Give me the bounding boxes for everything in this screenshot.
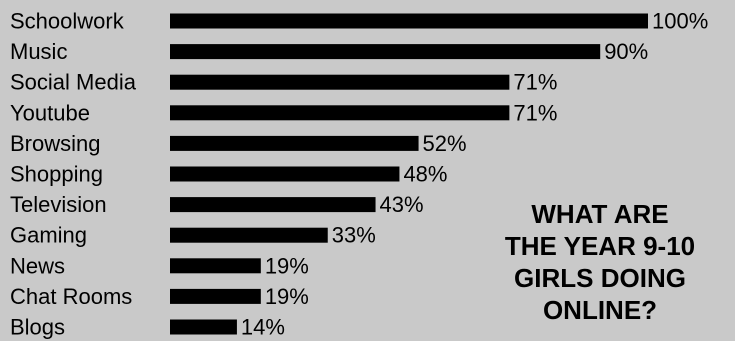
category-label: Blogs (10, 315, 65, 340)
value-label: 43% (380, 192, 424, 217)
bar (170, 197, 376, 213)
value-label: 19% (265, 253, 309, 278)
value-label: 19% (265, 284, 309, 309)
category-label: Chat Rooms (10, 284, 132, 309)
bar (170, 319, 237, 335)
bar (170, 135, 419, 151)
bar (170, 227, 328, 243)
category-label: Gaming (10, 223, 87, 248)
value-label: 14% (241, 315, 285, 340)
bar (170, 44, 601, 60)
chart-title-line: THE YEAR 9-10 (504, 231, 696, 261)
category-label: News (10, 253, 65, 278)
chart-title-line: WHAT ARE (531, 199, 669, 229)
category-label: Browsing (10, 131, 100, 156)
chart-title-line: ONLINE? (542, 295, 658, 325)
category-label: Shopping (10, 162, 103, 187)
category-label: Schoolwork (10, 9, 125, 34)
bar (170, 288, 261, 304)
value-label: 100% (652, 9, 708, 34)
category-label: Youtube (10, 100, 90, 125)
bar (170, 74, 510, 90)
category-label: Social Media (10, 70, 137, 95)
bar (170, 258, 261, 274)
value-label: 90% (604, 39, 648, 64)
value-label: 52% (423, 131, 467, 156)
category-label: Television (10, 192, 107, 217)
value-label: 71% (513, 70, 557, 95)
chart-title: WHAT ARE THE YEAR 9-10 GIRLS DOING ONLIN… (470, 198, 730, 326)
bar (170, 105, 510, 121)
value-label: 33% (332, 223, 376, 248)
value-label: 48% (403, 162, 447, 187)
bars-layer: Schoolwork 100% Music 90% Social Media 71% You… (10, 9, 708, 340)
category-label: Music (10, 39, 67, 64)
value-label: 71% (513, 100, 557, 125)
bar (170, 166, 400, 182)
bar (170, 13, 648, 29)
chart-title-line: GIRLS DOING (514, 263, 686, 293)
